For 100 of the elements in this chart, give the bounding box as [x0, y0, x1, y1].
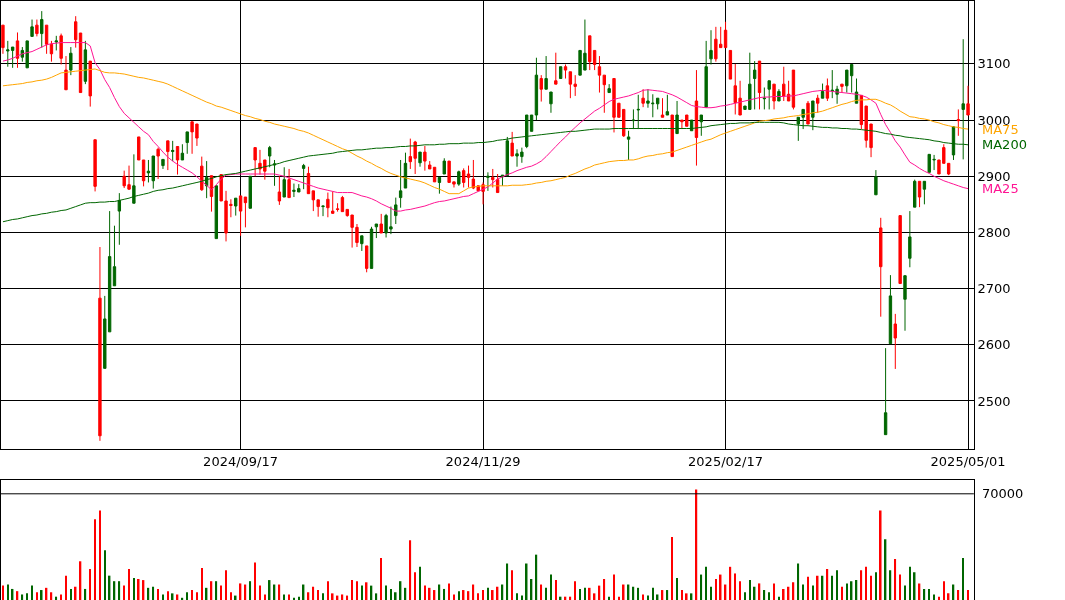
candlestick — [888, 274, 893, 345]
candlestick — [418, 151, 422, 168]
candlestick — [59, 33, 63, 65]
candlestick — [69, 46, 73, 76]
candlestick — [917, 180, 922, 208]
bar — [894, 559, 897, 600]
x-tick-label: 2024/09/17 — [203, 453, 279, 469]
bar — [943, 581, 945, 600]
candlestick — [408, 138, 413, 170]
bar — [477, 593, 479, 600]
bar — [671, 536, 673, 600]
bar — [312, 586, 315, 600]
candlestick — [277, 175, 282, 206]
bar — [865, 566, 867, 600]
candlestick — [903, 275, 907, 332]
candlestick — [563, 63, 568, 80]
bar — [899, 574, 901, 600]
bar — [283, 594, 285, 600]
bar — [831, 575, 834, 600]
candlestick — [132, 153, 136, 204]
bar — [60, 594, 62, 600]
candlestick — [922, 180, 927, 205]
candlestick — [335, 202, 340, 213]
bar — [254, 562, 256, 600]
bar — [749, 580, 751, 600]
bar — [516, 593, 518, 600]
bar — [453, 594, 455, 600]
bar — [472, 584, 475, 600]
bar — [579, 588, 581, 600]
candlestick — [549, 91, 553, 114]
bar — [632, 586, 635, 600]
candlestick — [25, 40, 29, 69]
candlestick — [238, 195, 243, 237]
bar — [962, 557, 964, 600]
candlestick — [35, 19, 39, 37]
bar — [375, 593, 378, 600]
candlestick — [670, 114, 674, 158]
candlestick — [398, 159, 403, 209]
candlestick — [466, 165, 471, 188]
candlestick — [156, 147, 160, 180]
bar — [191, 590, 193, 600]
bar — [428, 587, 431, 600]
candlestick — [825, 78, 830, 102]
x-tick-label: 2025/02/17 — [688, 453, 764, 469]
bar — [414, 572, 416, 600]
candlestick — [272, 159, 277, 187]
bar — [574, 581, 576, 600]
y-tick-label: 2700 — [977, 281, 1011, 297]
bar — [26, 593, 28, 600]
bar — [89, 569, 92, 600]
bar — [128, 569, 130, 600]
bar — [351, 580, 353, 600]
candlestick — [568, 71, 573, 99]
bar — [40, 590, 43, 600]
candlestick — [544, 55, 548, 90]
bar — [2, 585, 4, 600]
candlestick — [364, 245, 369, 273]
bar — [70, 588, 72, 600]
bar — [676, 577, 678, 600]
bar — [540, 584, 543, 600]
bar — [123, 585, 125, 600]
bar — [812, 585, 814, 600]
candlestick — [723, 21, 728, 49]
candlestick — [694, 69, 699, 167]
bar — [797, 563, 800, 600]
candlestick — [170, 140, 175, 162]
bar — [763, 590, 766, 600]
bar — [487, 587, 489, 600]
bar — [928, 588, 931, 600]
bar — [879, 510, 882, 600]
candlestick — [752, 60, 757, 110]
bar — [860, 570, 863, 600]
bar — [705, 566, 707, 600]
candlestick — [806, 100, 810, 125]
bar — [65, 575, 67, 600]
bar — [909, 566, 911, 600]
bar — [491, 590, 494, 600]
candlestick — [15, 31, 20, 69]
candlestick — [394, 197, 398, 225]
candlestick — [534, 57, 539, 121]
candlestick — [709, 29, 713, 65]
bar — [656, 594, 659, 600]
bar — [157, 588, 159, 600]
candlestick — [457, 170, 461, 187]
candlestick — [161, 158, 165, 170]
bar — [162, 594, 164, 600]
candlestick — [331, 190, 335, 215]
bar — [685, 593, 688, 600]
bar — [807, 576, 809, 600]
candlestick — [234, 197, 238, 217]
bar — [293, 597, 295, 600]
bar — [802, 584, 804, 600]
candlestick — [908, 210, 912, 268]
bar — [448, 583, 450, 600]
candlestick — [820, 83, 825, 99]
bar — [99, 510, 101, 600]
bar — [133, 577, 135, 600]
bar — [739, 581, 741, 600]
bar — [613, 574, 615, 600]
candlestick — [30, 19, 34, 37]
